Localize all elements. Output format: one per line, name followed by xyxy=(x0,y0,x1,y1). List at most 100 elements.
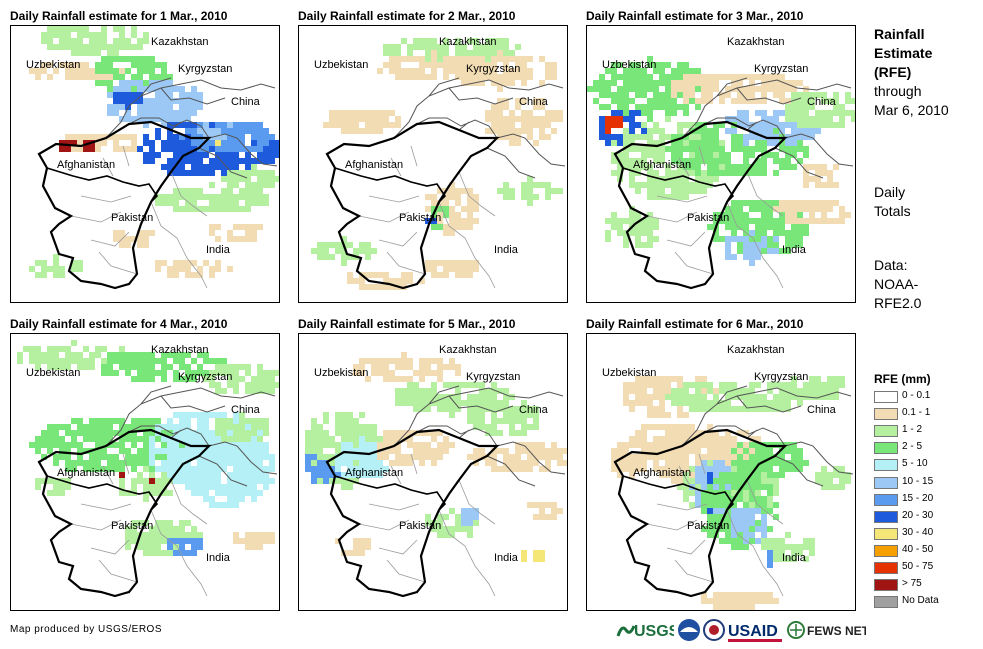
legend-item: 0 - 0.1 xyxy=(874,390,983,404)
legend-label: 30 - 40 xyxy=(902,526,934,538)
panel-title: Daily Rainfall estimate for 4 Mar., 2010 xyxy=(10,317,228,331)
province-boundaries xyxy=(358,145,496,289)
country-label-uzbekistan: Uzbekistan xyxy=(314,367,369,379)
rainfall-map: Kazakhstan Uzbekistan Kyrgyzstan China Afgha… xyxy=(586,25,856,303)
country-label-pakistan: Pakistan xyxy=(399,520,442,532)
country-label-kazakhstan: Kazakhstan xyxy=(727,344,785,356)
country-label-india: India xyxy=(206,244,230,256)
rfe-title-line1: Rainfall xyxy=(874,26,925,42)
through-date: Mar 6, 2010 xyxy=(874,102,949,118)
legend-swatch xyxy=(874,527,898,540)
legend-label: 20 - 30 xyxy=(902,509,934,521)
legend-item: 2 - 5 xyxy=(874,441,983,455)
rainfall-map: Kazakhstan Uzbekistan Kyrgyzstan China Afgha… xyxy=(10,25,280,303)
province-boundaries xyxy=(646,145,784,289)
northern-boundaries xyxy=(105,385,276,447)
northern-boundaries xyxy=(681,385,852,447)
country-label-afghanistan: Afghanistan xyxy=(57,467,116,479)
country-label-kazakhstan: Kazakhstan xyxy=(151,36,209,48)
rfe-title-line3: (RFE) xyxy=(874,64,912,80)
country-label-uzbekistan: Uzbekistan xyxy=(314,59,369,71)
afghan-pak-outline xyxy=(37,120,212,290)
northern-boundaries xyxy=(681,77,852,139)
rainfall-cells xyxy=(29,26,279,278)
credit-text: Map produced by USGS/EROS xyxy=(10,624,163,635)
legend-swatch xyxy=(874,596,898,609)
legend-label: 0 - 0.1 xyxy=(902,390,931,401)
country-label-china: China xyxy=(807,404,836,416)
country-label-afghanistan: Afghanistan xyxy=(633,159,692,171)
legend-swatch xyxy=(874,476,898,489)
legend-swatch xyxy=(874,493,898,506)
rainfall-map: Kazakhstan Uzbekistan Kyrgyzstan China Afgha… xyxy=(586,333,856,611)
country-label-china: China xyxy=(231,96,260,108)
country-label-afghanistan: Afghanistan xyxy=(57,159,116,171)
noaa-logo xyxy=(676,616,702,646)
legend-swatch xyxy=(874,391,898,403)
legend-swatch xyxy=(874,510,898,523)
legend-swatch xyxy=(874,442,898,455)
china-boundary xyxy=(198,441,278,487)
legend-item: 40 - 50 xyxy=(874,544,983,558)
legend-label: 50 - 75 xyxy=(902,561,934,572)
china-boundary xyxy=(774,441,854,487)
daily-line2: Totals xyxy=(874,203,911,219)
afghan-pak-border xyxy=(622,475,735,511)
afghan-pak-outline xyxy=(37,428,212,598)
country-label-kazakhstan: Kazakhstan xyxy=(439,344,497,356)
fewsnet-logo: FEWS NET xyxy=(786,616,870,646)
legend-label: 15 - 20 xyxy=(902,492,934,504)
province-boundaries xyxy=(646,453,784,597)
svg-text:USGS: USGS xyxy=(634,623,674,640)
legend-label: 2 - 5 xyxy=(902,441,923,453)
province-boundaries xyxy=(70,145,208,289)
panel-title: Daily Rainfall estimate for 3 Mar., 2010 xyxy=(586,9,804,23)
country-label-afghanistan: Afghanistan xyxy=(633,467,692,479)
country-label-pakistan: Pakistan xyxy=(111,212,154,224)
country-label-china: China xyxy=(519,96,548,108)
rainfall-map: Kazakhstan Uzbekistan Kyrgyzstan China Afgha… xyxy=(298,25,568,303)
country-label-india: India xyxy=(494,244,518,256)
panel-title: Daily Rainfall estimate for 5 Mar., 2010 xyxy=(298,317,516,331)
legend-swatch xyxy=(874,544,898,557)
legend-label: 5 - 10 xyxy=(902,458,928,470)
province-boundaries xyxy=(358,453,496,597)
legend-item: 30 - 40 xyxy=(874,527,983,541)
country-label-pakistan: Pakistan xyxy=(111,520,154,532)
legend-item: 50 - 75 xyxy=(874,561,983,575)
country-label-kyrgyzstan: Kyrgyzstan xyxy=(754,371,809,383)
northern-boundaries xyxy=(105,77,276,139)
country-label-uzbekistan: Uzbekistan xyxy=(602,59,657,71)
northern-boundaries xyxy=(393,77,564,139)
svg-text:FEWS NET: FEWS NET xyxy=(807,624,866,638)
afghan-pak-border xyxy=(334,475,447,511)
legend-label: 0.1 - 1 xyxy=(902,407,931,419)
country-label-pakistan: Pakistan xyxy=(687,520,730,532)
legend-item: No Data xyxy=(874,595,983,609)
legend-label: > 75 xyxy=(902,578,922,590)
legend-label: 10 - 15 xyxy=(902,475,934,487)
panel-title: Daily Rainfall estimate for 2 Mar., 2010 xyxy=(298,9,516,23)
data-line2: NOAA- xyxy=(874,276,919,292)
country-label-pakistan: Pakistan xyxy=(687,212,730,224)
country-label-kazakhstan: Kazakhstan xyxy=(151,344,209,356)
afghan-pak-border xyxy=(622,167,735,203)
legend-label: No Data xyxy=(902,595,939,607)
afghan-pak-border xyxy=(46,167,159,203)
country-label-india: India xyxy=(206,552,230,564)
dhs-seal-icon xyxy=(702,616,726,646)
rainfall-map: Kazakhstan Uzbekistan Kyrgyzstan China Afgha… xyxy=(298,333,568,611)
country-label-india: India xyxy=(782,552,806,564)
legend-item: 5 - 10 xyxy=(874,458,983,472)
legend-item: 1 - 2 xyxy=(874,424,983,438)
rainfall-map: Kazakhstan Uzbekistan Kyrgyzstan China Afgha… xyxy=(10,333,280,611)
legend-item: 0.1 - 1 xyxy=(874,407,983,421)
afghan-pak-outline xyxy=(325,120,500,290)
northern-boundaries xyxy=(393,385,564,447)
rainfall-cells xyxy=(587,56,855,266)
legend-item: 15 - 20 xyxy=(874,493,983,507)
country-label-kyrgyzstan: Kyrgyzstan xyxy=(754,63,809,75)
data-source-block: Data: NOAA- RFE2.0 xyxy=(874,256,921,313)
afghan-pak-outline xyxy=(613,428,788,598)
legend-item: 20 - 30 xyxy=(874,510,983,524)
